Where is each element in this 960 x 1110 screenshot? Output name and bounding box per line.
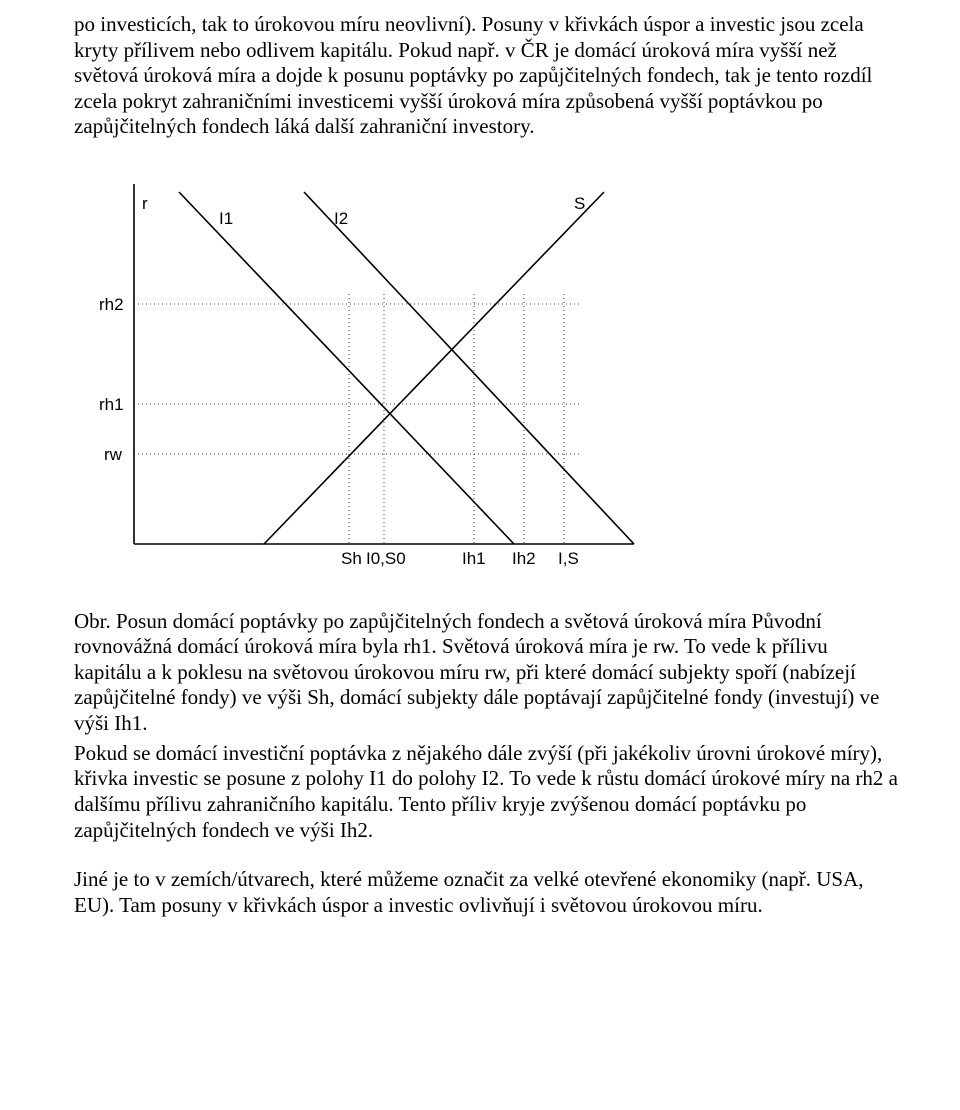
svg-text:rw: rw [104, 445, 123, 464]
paragraph-3: Pokud se domácí investiční poptávka z ně… [74, 741, 900, 843]
svg-text:S: S [574, 194, 585, 213]
economics-diagram: r I1 I2 Srh2 rh1 rw ShI0,S0 Ih1 Ih2 I,S [74, 164, 900, 601]
svg-text:I0,S0: I0,S0 [366, 549, 406, 568]
svg-text:Ih2: Ih2 [512, 549, 536, 568]
svg-text:I1: I1 [219, 209, 233, 228]
svg-text:Sh: Sh [341, 549, 362, 568]
paragraph-1: po investicích, tak to úrokovou míru neo… [74, 12, 900, 140]
svg-text:I,S: I,S [558, 549, 579, 568]
svg-text:Ih1: Ih1 [462, 549, 486, 568]
svg-text:rh1: rh1 [99, 395, 124, 414]
svg-text:I2: I2 [334, 209, 348, 228]
paragraph-4: Jiné je to v zemích/útvarech, které může… [74, 867, 900, 918]
paragraph-2: Obr. Posun domácí poptávky po zapůjčitel… [74, 609, 900, 737]
svg-text:r: r [142, 194, 148, 213]
svg-text:rh2: rh2 [99, 295, 124, 314]
